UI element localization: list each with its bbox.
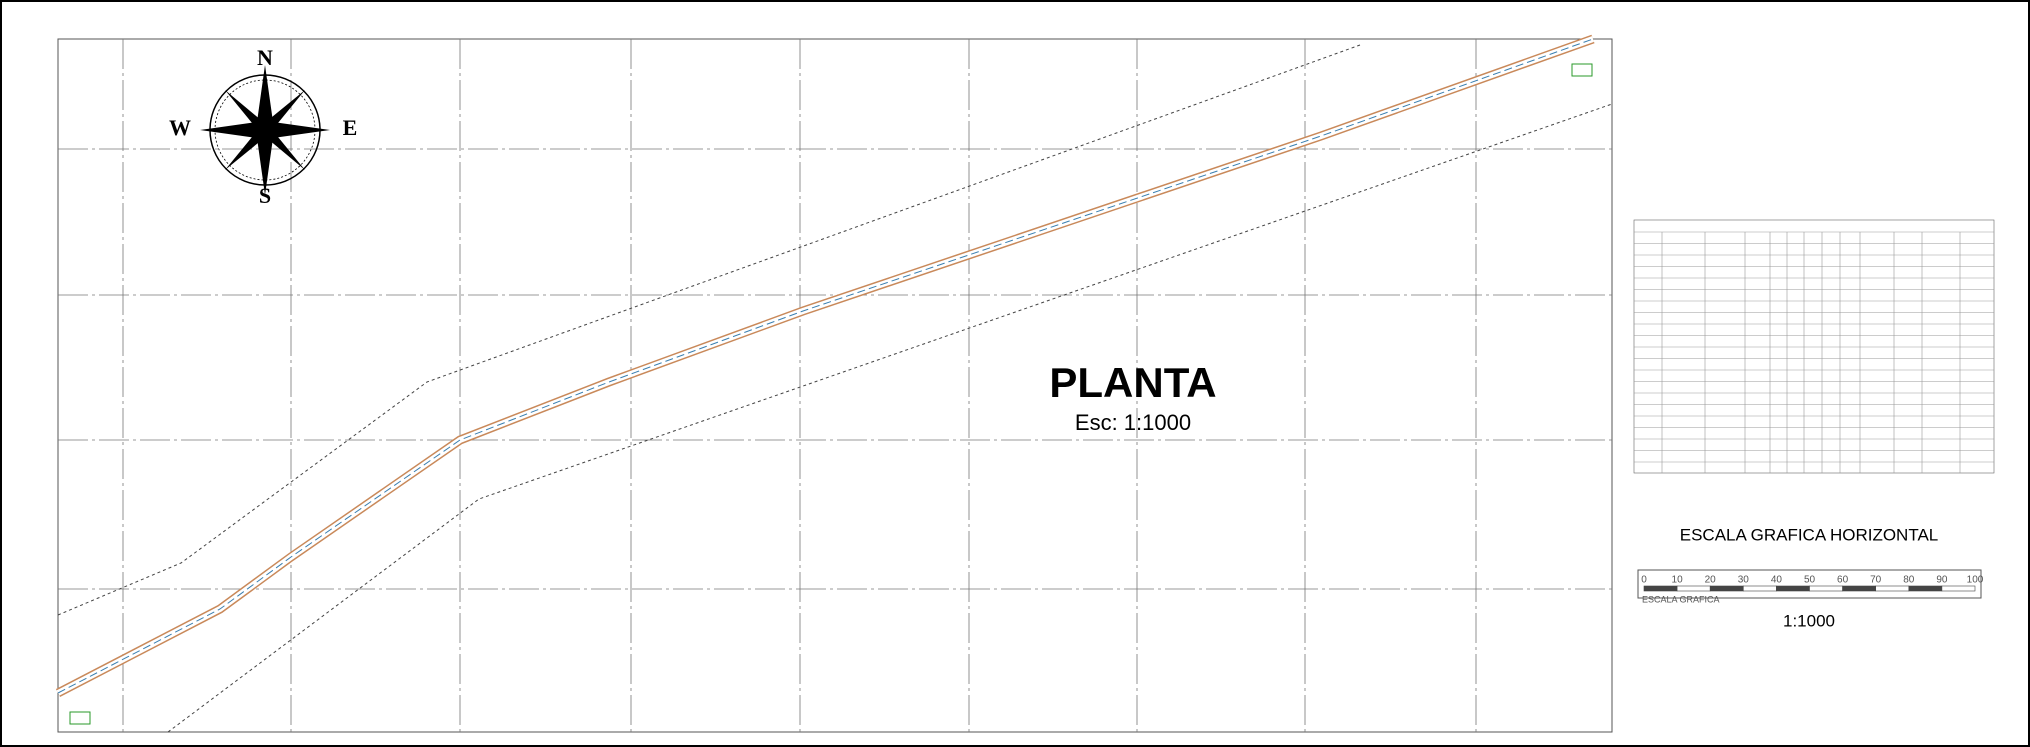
scale-label: 100 [1967, 575, 1984, 586]
scale-segment [1644, 586, 1677, 591]
scale-label: 10 [1672, 575, 1684, 586]
plan-scale: Esc: 1:1000 [1075, 410, 1191, 435]
scale-label: 50 [1804, 575, 1816, 586]
scale-label: 70 [1870, 575, 1882, 586]
compass-west: W [169, 115, 191, 140]
scale-label: 0 [1641, 575, 1647, 586]
scale-label: 20 [1705, 575, 1717, 586]
scale-caption: ESCALA GRAFICA [1642, 594, 1720, 604]
compass-south: S [259, 183, 271, 208]
plan-sheet: N S W E PLANTA Esc: 1:1000 ESCALA GRAFIC… [0, 0, 2030, 747]
scale-segment [1942, 586, 1975, 591]
scale-segment [1843, 586, 1876, 591]
sheet-border [1, 1, 2029, 746]
scale-label: 80 [1903, 575, 1915, 586]
scale-label: 90 [1936, 575, 1948, 586]
scale-segment [1743, 586, 1776, 591]
scale-segment [1710, 586, 1743, 591]
scale-label: 30 [1738, 575, 1750, 586]
scale-title: ESCALA GRAFICA HORIZONTAL [1680, 525, 1939, 544]
scale-segment [1776, 586, 1809, 591]
scale-segment [1677, 586, 1710, 591]
compass-north: N [257, 45, 273, 70]
scale-segment [1876, 586, 1909, 591]
scale-ratio: 1:1000 [1783, 611, 1835, 630]
compass-east: E [343, 115, 358, 140]
scale-label: 60 [1837, 575, 1849, 586]
scale-segment [1810, 586, 1843, 591]
scale-label: 40 [1771, 575, 1783, 586]
plan-title: PLANTA [1049, 359, 1216, 406]
scale-segment [1909, 586, 1942, 591]
